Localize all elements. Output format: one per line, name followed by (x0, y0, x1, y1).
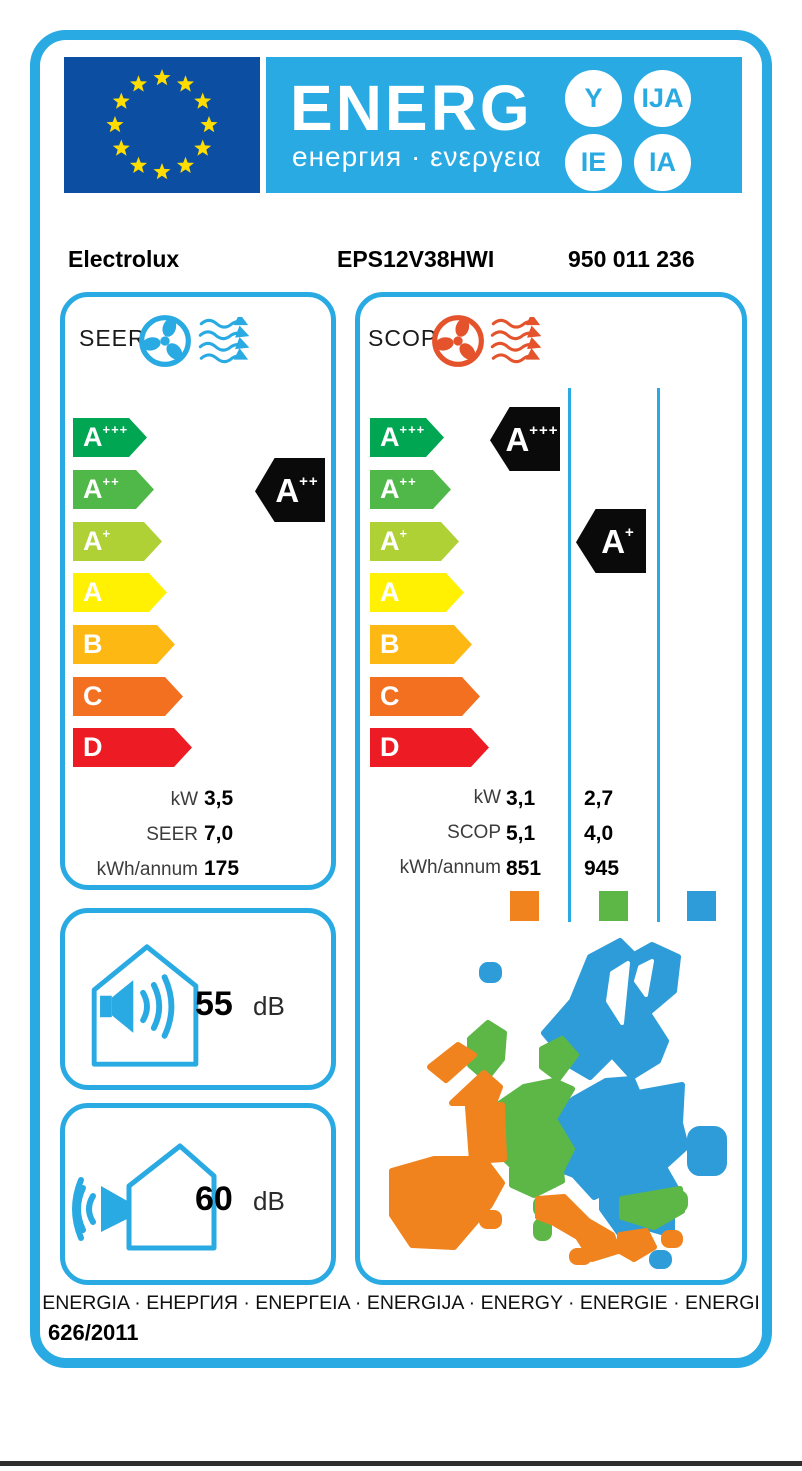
lang-circle-y: Y (565, 70, 622, 127)
class-arrow-d: D (370, 728, 489, 767)
warm-air-waves-icon (490, 313, 558, 370)
energ-subtitle: енергия · ενεργεια (292, 141, 542, 172)
scop-scop-row: SCOP 5,1 4,0 (447, 822, 614, 845)
zone-divider-1 (568, 388, 571, 922)
outdoor-noise-box: 60 dB (60, 1103, 336, 1285)
product-code: 950 011 236 (568, 246, 695, 272)
class-arrow-d: D (73, 728, 192, 767)
cooling-fan-icon (137, 313, 193, 374)
class-arrow-b: B (73, 625, 175, 664)
bottom-edge-line (0, 1461, 802, 1466)
cool-air-waves-icon (198, 313, 266, 370)
class-arrow-c: C (73, 677, 183, 716)
outdoor-noise-icon (69, 1136, 233, 1273)
scop-panel: SCOP (355, 292, 747, 1285)
seer-label: SEER (79, 325, 146, 351)
lang-circle-ija: IJA (634, 70, 691, 127)
seer-seer-row: SEER 7,0 (146, 822, 234, 845)
scop-rating-tag-warm: A +++ (490, 407, 560, 471)
zone-warm-square (510, 891, 539, 921)
lang-circle-ie: IE (565, 134, 622, 191)
brand-name: Electrolux (68, 246, 180, 272)
heating-fan-icon (430, 313, 486, 374)
energ-logo-text: ENERG (290, 72, 533, 144)
indoor-noise-box: 55 dB (60, 908, 336, 1090)
seer-panel: SEER (60, 292, 336, 890)
zone-average-square (599, 891, 628, 921)
indoor-noise-icon (85, 939, 207, 1076)
class-arrow-ap: A + (370, 522, 459, 561)
scop-kwh-row: kWh/annum 851 945 (399, 857, 620, 880)
class-arrow-app: A ++ (73, 470, 154, 509)
class-arrow-a: A (370, 573, 464, 612)
class-arrow-appp: A +++ (73, 418, 147, 457)
seer-kw-row: kW 3,5 (170, 787, 234, 810)
outdoor-noise-value: 60 (195, 1180, 233, 1218)
scop-kw-row: kW 3,1 2,7 (473, 787, 614, 810)
class-arrow-b: B (370, 625, 472, 664)
indoor-noise-value: 55 (195, 985, 233, 1023)
class-arrow-c: C (370, 677, 480, 716)
scop-rating-tag-average: A + (576, 509, 646, 573)
seer-kwh-row: kWh/annum 175 (96, 857, 240, 880)
class-arrow-app: A ++ (370, 470, 451, 509)
eu-flag-icon (64, 57, 260, 193)
zone-divider-2 (657, 388, 660, 922)
indoor-noise-unit: dB (253, 991, 285, 1021)
class-arrow-appp: A +++ (370, 418, 444, 457)
map-warm-zone (389, 1042, 683, 1265)
seer-rating-tag: A ++ (255, 458, 325, 522)
class-arrow-ap: A + (73, 522, 162, 561)
energy-words: ENERGIA · ЕНЕРГИЯ · ΕΝΕΡΓΕΙΑ · ENERGIJA … (42, 1292, 760, 1314)
map-sea-gaps (606, 959, 654, 1025)
outdoor-noise-unit: dB (253, 1186, 285, 1216)
model-number: EPS12V38HWI (337, 246, 495, 272)
zone-cold-square (687, 891, 716, 921)
scop-label: SCOP (368, 325, 438, 351)
europe-climate-map (376, 937, 738, 1278)
class-arrow-a: A (73, 573, 167, 612)
regulation-number: 626/2011 (48, 1320, 139, 1345)
energ-header: ENERG енергия · ενεργεια Y IJA IE IA (266, 57, 742, 193)
lang-circle-ia: IA (634, 134, 691, 191)
